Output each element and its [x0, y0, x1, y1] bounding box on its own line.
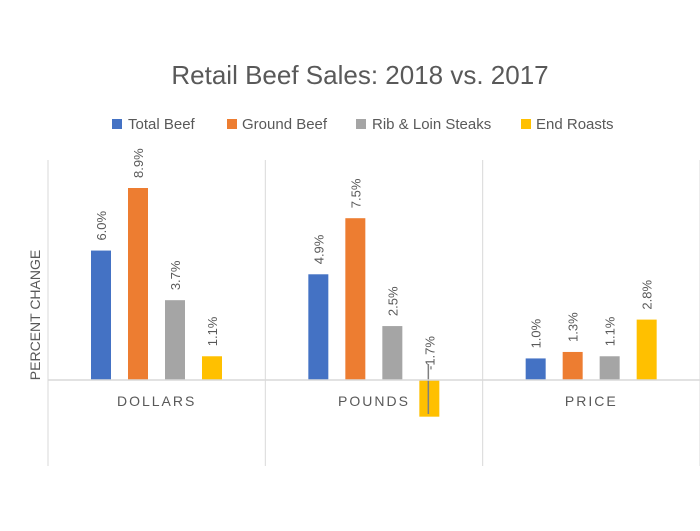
data-label: 4.9%: [311, 234, 326, 264]
data-label: 6.0%: [94, 210, 109, 240]
data-label: 2.5%: [385, 286, 400, 316]
data-label: 1.1%: [603, 316, 618, 346]
legend-swatch: [521, 119, 531, 129]
data-label: 7.5%: [348, 178, 363, 208]
legend-label: Rib & Loin Steaks: [372, 116, 491, 133]
y-axis-label: PERCENT CHANGE: [27, 250, 43, 380]
legend-swatch: [112, 119, 122, 129]
bar: [599, 356, 620, 380]
data-label: 8.9%: [131, 148, 146, 178]
bar: [91, 250, 111, 380]
data-label: 1.3%: [566, 312, 581, 342]
bar: [636, 319, 657, 380]
bar: [202, 356, 222, 380]
category-label: DOLLARS: [117, 393, 196, 409]
bar: [382, 326, 403, 380]
data-label: 3.7%: [168, 260, 183, 290]
legend: Total Beef Ground Beef Rib & Loin Steaks En…: [112, 116, 614, 133]
bar: [419, 380, 440, 417]
data-label: 1.1%: [205, 316, 220, 346]
bar: [562, 351, 583, 380]
bar: [525, 358, 546, 380]
bar: [128, 188, 148, 380]
category-label: PRICE: [565, 393, 618, 409]
legend-swatch: [227, 119, 237, 129]
legend-swatch: [356, 119, 366, 129]
data-label: -1.7%: [422, 336, 437, 370]
legend-label: Ground Beef: [242, 116, 328, 133]
data-label: 2.8%: [640, 280, 655, 310]
chart-title: Retail Beef Sales: 2018 vs. 2017: [171, 60, 548, 90]
data-label: 1.0%: [529, 318, 544, 348]
bar: [165, 300, 185, 380]
legend-label: Total Beef: [128, 116, 196, 133]
legend-label: End Roasts: [536, 116, 614, 133]
category-label: POUNDS: [338, 393, 410, 409]
plot-area: 6.0% 8.9% 3.7% 1.1% DOLLARS 4.9% 7.5% 2.5% -1.7%…: [47, 148, 700, 466]
bar: [308, 274, 329, 380]
bar: [345, 218, 366, 380]
